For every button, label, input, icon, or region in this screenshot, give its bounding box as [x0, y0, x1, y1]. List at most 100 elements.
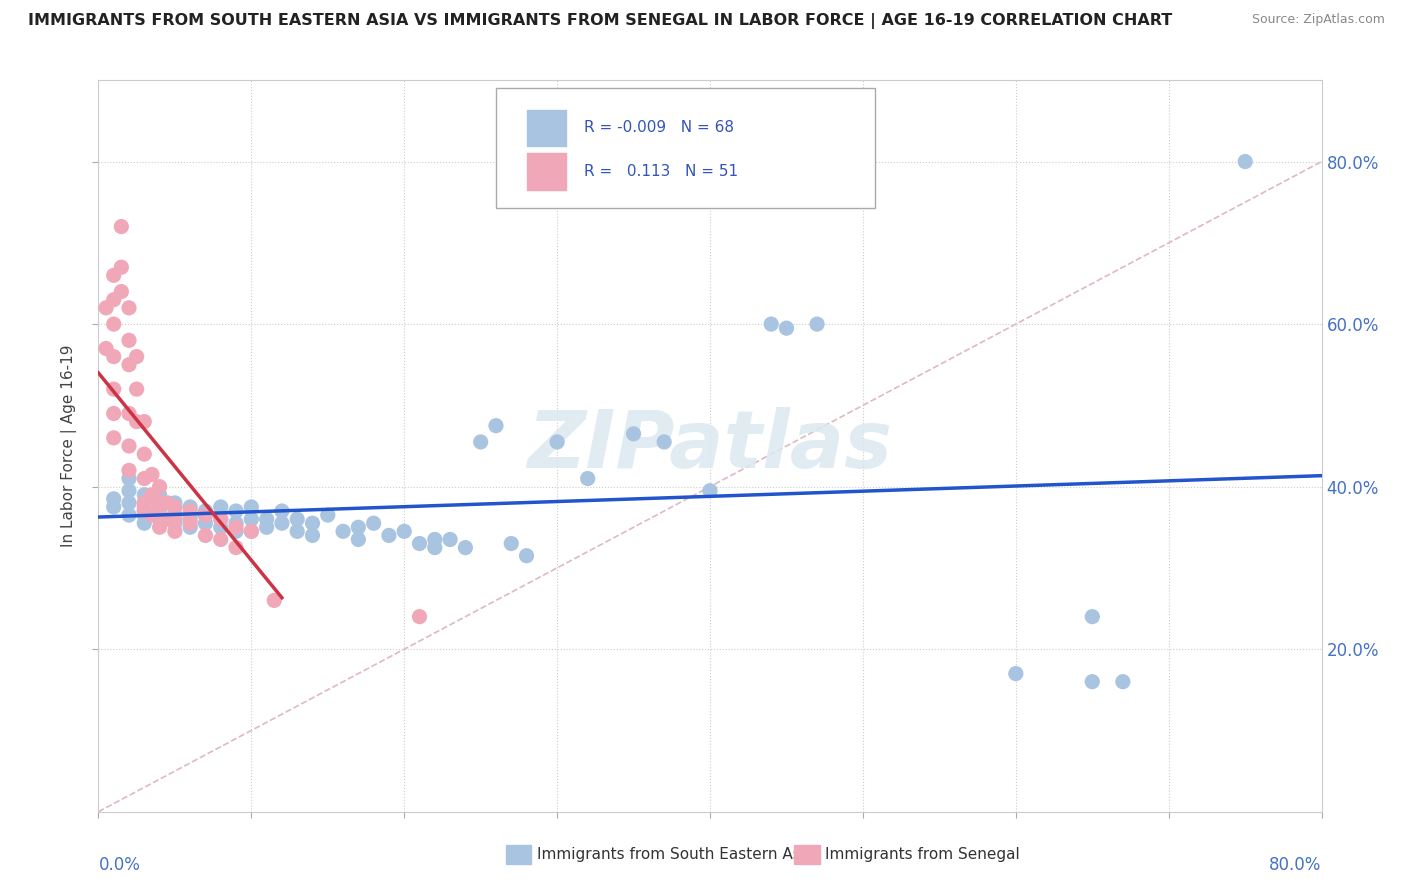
Point: [546, 434, 568, 449]
Point: [1081, 674, 1104, 689]
Point: [118, 463, 141, 477]
Point: [225, 504, 247, 518]
Point: [134, 504, 156, 518]
Text: 80.0%: 80.0%: [1270, 855, 1322, 873]
Point: [118, 508, 141, 522]
Point: [149, 496, 172, 510]
Point: [141, 467, 163, 482]
FancyBboxPatch shape: [527, 110, 565, 146]
Point: [134, 447, 156, 461]
Point: [256, 520, 278, 534]
Point: [1081, 609, 1104, 624]
Point: [118, 301, 141, 315]
Point: [194, 528, 217, 542]
Point: [163, 496, 186, 510]
Point: [103, 382, 125, 396]
Point: [209, 520, 232, 534]
Point: [103, 491, 125, 506]
Point: [110, 260, 132, 275]
Point: [209, 533, 232, 547]
Text: R = -0.009   N = 68: R = -0.009 N = 68: [583, 120, 734, 136]
Text: R =   0.113   N = 51: R = 0.113 N = 51: [583, 164, 738, 179]
Point: [134, 496, 156, 510]
Point: [225, 524, 247, 539]
Point: [118, 334, 141, 348]
Point: [408, 536, 430, 550]
Point: [378, 528, 401, 542]
Point: [149, 504, 172, 518]
Point: [179, 512, 201, 526]
Point: [316, 508, 339, 522]
Point: [134, 488, 156, 502]
Point: [125, 382, 148, 396]
Text: Source: ZipAtlas.com: Source: ZipAtlas.com: [1251, 13, 1385, 27]
Point: [149, 520, 172, 534]
Point: [163, 500, 186, 514]
Point: [225, 516, 247, 531]
Text: ZIPatlas: ZIPatlas: [527, 407, 893, 485]
Point: [439, 533, 461, 547]
Point: [103, 350, 125, 364]
Text: 0.0%: 0.0%: [98, 855, 141, 873]
Point: [263, 593, 285, 607]
Point: [179, 508, 201, 522]
Point: [775, 321, 797, 335]
Point: [163, 516, 186, 531]
Point: [1112, 674, 1135, 689]
Point: [149, 512, 172, 526]
Point: [516, 549, 538, 563]
Point: [392, 524, 416, 539]
Point: [301, 516, 323, 531]
Point: [270, 504, 292, 518]
Point: [270, 516, 292, 531]
Text: Immigrants from Senegal: Immigrants from Senegal: [825, 847, 1021, 862]
Point: [118, 496, 141, 510]
Point: [141, 508, 163, 522]
Point: [699, 483, 721, 498]
FancyBboxPatch shape: [496, 87, 875, 209]
Y-axis label: In Labor Force | Age 16-19: In Labor Force | Age 16-19: [60, 344, 77, 548]
Point: [163, 512, 186, 526]
Point: [209, 512, 232, 526]
Point: [103, 407, 125, 421]
Point: [125, 415, 148, 429]
Text: Immigrants from South Eastern Asia: Immigrants from South Eastern Asia: [537, 847, 814, 862]
Point: [194, 508, 217, 522]
Point: [149, 496, 172, 510]
Point: [103, 317, 125, 331]
Point: [156, 512, 179, 526]
Point: [118, 358, 141, 372]
Point: [163, 508, 186, 522]
Point: [194, 504, 217, 518]
FancyBboxPatch shape: [527, 153, 565, 190]
Point: [134, 415, 156, 429]
Point: [134, 471, 156, 485]
Point: [454, 541, 477, 555]
Point: [623, 426, 645, 441]
Point: [118, 439, 141, 453]
Point: [1234, 154, 1257, 169]
Point: [240, 512, 263, 526]
Point: [285, 512, 308, 526]
Point: [256, 512, 278, 526]
Point: [759, 317, 782, 331]
Point: [423, 541, 446, 555]
Point: [141, 488, 163, 502]
Point: [240, 524, 263, 539]
Point: [118, 471, 141, 485]
Point: [240, 500, 263, 514]
Point: [103, 268, 125, 283]
Point: [149, 480, 172, 494]
Point: [485, 418, 508, 433]
Point: [149, 512, 172, 526]
Point: [806, 317, 828, 331]
Point: [149, 500, 172, 514]
Point: [423, 533, 446, 547]
Point: [225, 541, 247, 555]
Text: IMMIGRANTS FROM SOUTH EASTERN ASIA VS IMMIGRANTS FROM SENEGAL IN LABOR FORCE | A: IMMIGRANTS FROM SOUTH EASTERN ASIA VS IM…: [28, 13, 1173, 29]
Point: [179, 504, 201, 518]
Point: [94, 342, 117, 356]
Point: [576, 471, 599, 485]
Point: [179, 500, 201, 514]
Point: [163, 512, 186, 526]
